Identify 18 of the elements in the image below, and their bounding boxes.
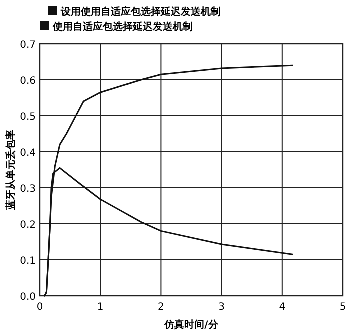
- x-tick-label: 5: [340, 302, 346, 313]
- x-axis-title: 仿真时间/分: [164, 319, 220, 331]
- y-tick-label: 0.2: [20, 220, 36, 231]
- x-tick-label: 4: [279, 302, 286, 313]
- legend-label: 使用自适应包选择延迟发送机制: [52, 21, 193, 33]
- y-tick-label: 0.6: [20, 76, 36, 87]
- y-tick-label: 0.3: [20, 184, 36, 195]
- y-axis-title: 蓝牙从单元丢包率: [5, 130, 17, 211]
- y-tick-label: 0.1: [20, 256, 36, 267]
- x-tick-label: 1: [97, 302, 104, 313]
- y-tick-label: 0.4: [20, 148, 36, 159]
- y-tick-label: 0.7: [20, 40, 36, 51]
- x-tick-label: 2: [158, 302, 164, 313]
- y-tick-label: 0.5: [20, 112, 36, 123]
- x-tick-label: 3: [218, 302, 225, 313]
- legend-label: 设用使用自适应包选择延迟发送机制: [60, 6, 221, 18]
- y-tick-label: 0.0: [20, 292, 36, 303]
- x-tick-label: 0: [36, 302, 44, 313]
